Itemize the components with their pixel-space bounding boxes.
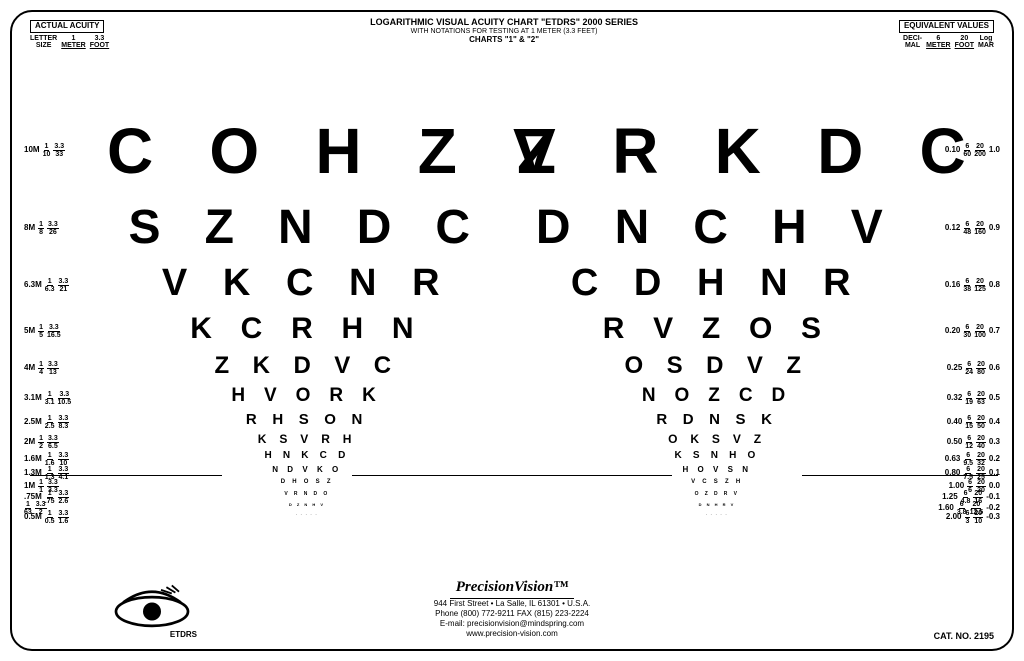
letters-left: N D V K O bbox=[107, 465, 507, 474]
letters-right: D N H R V bbox=[517, 502, 917, 507]
divider-line bbox=[30, 475, 222, 476]
chart-row: 3.1M13.13.310.5 0.3261920630.5 H V O R K N … bbox=[12, 385, 1012, 412]
row-right-scale: 0.4061520500.4 bbox=[947, 415, 1000, 430]
letters-right: V C S Z H bbox=[517, 479, 917, 485]
chart-row: 0.5M10.53.31.6 2.00632010-0.3 · · · · · · ·… bbox=[12, 512, 1012, 523]
letters-right: N O Z C D bbox=[517, 385, 917, 407]
chart-frame: ACTUAL ACUITY LETTERSIZE1METER3.3FOOT LO… bbox=[10, 10, 1014, 651]
letters-right: C D H N R bbox=[517, 262, 917, 305]
letters-left: D H O S Z bbox=[107, 479, 507, 485]
letters-left: · · · · · bbox=[107, 512, 507, 516]
letters-left: V R N D O bbox=[107, 491, 507, 497]
brand-addr: 944 First Street • La Salle, IL 61301 • … bbox=[12, 599, 1012, 609]
catalog-number: CAT. NO. 2195 bbox=[934, 631, 994, 641]
letters-left: Z K D V C bbox=[107, 352, 507, 380]
letters-right: · · · · · bbox=[517, 512, 917, 516]
brand-phone: Phone (800) 772-9211 FAX (815) 223-2224 bbox=[12, 609, 1012, 619]
letters-left: V K C N R bbox=[107, 262, 507, 305]
letters-right: Z R K D C bbox=[517, 114, 917, 188]
divider-line bbox=[352, 475, 672, 476]
header-left-cols: LETTERSIZE1METER3.3FOOT bbox=[30, 35, 109, 50]
letters-left: H N K C D bbox=[107, 450, 507, 461]
letters-left: H V O R K bbox=[107, 385, 507, 407]
row-left-scale: 2.5M12.53.38.3 bbox=[24, 415, 69, 430]
letters-left: D Z N H V bbox=[107, 502, 507, 507]
row-right-scale: 0.2562420800.6 bbox=[947, 361, 1000, 376]
letters-left: K S V R H bbox=[107, 432, 507, 446]
letters-right: O K S V Z bbox=[517, 432, 917, 446]
header-left: ACTUAL ACUITY LETTERSIZE1METER3.3FOOT bbox=[30, 18, 109, 49]
row-left-scale: 2M123.36.5 bbox=[24, 435, 59, 450]
chart-row: 8M183.326 0.12648201600.9 S Z N D CD N C H… bbox=[12, 200, 1012, 256]
header-right-cols: DECI-MAL6METER20FOOTLogMAR bbox=[899, 35, 994, 50]
letters-right: O S D V Z bbox=[517, 352, 917, 380]
row-right-scale: 0.3261920630.5 bbox=[947, 391, 1000, 406]
header-right: EQUIVALENT VALUES DECI-MAL6METER20FOOTLo… bbox=[899, 18, 994, 49]
chart-row: 10M1103.3330.10660202001.0C O H Z VZ R K… bbox=[12, 114, 1012, 186]
brand-email: E-mail: precisionvision@mindspring.com bbox=[12, 619, 1012, 629]
row-right-scale: 0.20630201000.7 bbox=[945, 324, 1000, 339]
header-center: LOGARITHMIC VISUAL ACUITY CHART "ETDRS" … bbox=[109, 18, 899, 49]
header-sub2: CHARTS "1" & "2" bbox=[109, 36, 899, 45]
row-left-scale: 5M153.316.5 bbox=[24, 324, 61, 339]
brand-web: www.precision-vision.com bbox=[12, 629, 1012, 639]
row-right-scale: 2.00632010-0.3 bbox=[946, 510, 1000, 525]
header-title: LOGARITHMIC VISUAL ACUITY CHART "ETDRS" … bbox=[109, 18, 899, 28]
letters-left: C O H Z V bbox=[107, 114, 507, 188]
row-right-scale: 0.12648201600.9 bbox=[945, 221, 1000, 236]
letters-right: O Z D R V bbox=[517, 491, 917, 497]
row-left-scale: 0.5M10.53.31.6 bbox=[24, 510, 69, 525]
chart-row: 2.5M12.53.38.3 0.4061520500.4 R H S O N R D… bbox=[12, 411, 1012, 434]
letters-right: H O V S N bbox=[517, 465, 917, 474]
row-left-scale: 6.3M16.33.321 bbox=[24, 278, 69, 293]
header: ACTUAL ACUITY LETTERSIZE1METER3.3FOOT LO… bbox=[12, 18, 1012, 49]
brand-name: PrecisionVision™ bbox=[450, 578, 575, 599]
row-left-scale: 3.1M13.13.310.5 bbox=[24, 391, 71, 406]
chart-row: 4M143.313 0.2562420800.6 Z K D V C O S D V … bbox=[12, 352, 1012, 384]
row-left-scale: 10M1103.333 bbox=[24, 143, 65, 158]
row-left-scale: 8M183.326 bbox=[24, 221, 59, 236]
divider-line bbox=[802, 475, 998, 476]
row-right-scale: 0.16638201250.8 bbox=[945, 278, 1000, 293]
chart-row: 6.3M16.33.321 0.16638201250.8 V K C N RC D… bbox=[12, 262, 1012, 308]
letters-right: D N C H V bbox=[517, 200, 917, 255]
letters-left: K C R H N bbox=[107, 312, 507, 346]
row-right-scale: 0.5061220400.3 bbox=[947, 435, 1000, 450]
letters-left: S Z N D C bbox=[107, 200, 507, 255]
letters-right: R D N S K bbox=[517, 411, 917, 428]
letters-right: K S N H O bbox=[517, 450, 917, 461]
row-left-scale: 4M143.313 bbox=[24, 361, 59, 376]
letters-right: R V Z O S bbox=[517, 312, 917, 346]
letters-left: R H S O N bbox=[107, 411, 507, 428]
chart-row: 2M123.36.5 0.5061220400.3 K S V R H O K S V… bbox=[12, 432, 1012, 452]
header-right-title: EQUIVALENT VALUES bbox=[899, 20, 994, 33]
header-left-title: ACTUAL ACUITY bbox=[30, 20, 104, 33]
chart-row: 5M153.316.5 0.20630201000.7 K C R H N R V Z… bbox=[12, 312, 1012, 350]
footer: PrecisionVision™ 944 First Street • La S… bbox=[12, 578, 1012, 639]
